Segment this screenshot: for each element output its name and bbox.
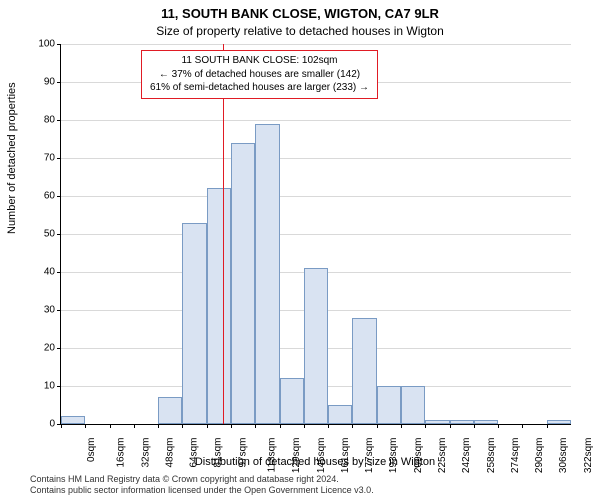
x-tick-mark xyxy=(498,424,499,428)
histogram-bar xyxy=(425,420,449,424)
histogram-bar xyxy=(377,386,401,424)
histogram-bar xyxy=(182,223,206,424)
x-tick-mark xyxy=(134,424,135,428)
y-tick-mark xyxy=(57,44,61,45)
x-tick-mark xyxy=(328,424,329,428)
y-tick-mark xyxy=(57,348,61,349)
y-tick-mark xyxy=(57,120,61,121)
y-tick-label: 0 xyxy=(49,419,55,430)
histogram-bar xyxy=(231,143,255,424)
histogram-bar xyxy=(474,420,498,424)
x-tick-mark xyxy=(425,424,426,428)
info-line-1: 11 SOUTH BANK CLOSE: 102sqm xyxy=(150,54,369,68)
grid-line xyxy=(61,196,571,197)
x-tick-mark xyxy=(255,424,256,428)
title-main: 11, SOUTH BANK CLOSE, WIGTON, CA7 9LR xyxy=(0,6,600,21)
y-axis-label: Number of detached properties xyxy=(6,82,18,234)
histogram-bar xyxy=(61,416,85,424)
x-tick-mark xyxy=(547,424,548,428)
grid-line xyxy=(61,44,571,45)
info-line-2: ← 37% of detached houses are smaller (14… xyxy=(150,68,369,82)
info-box: 11 SOUTH BANK CLOSE: 102sqm ← 37% of det… xyxy=(141,50,378,99)
histogram-bar xyxy=(304,268,328,424)
y-tick-mark xyxy=(57,272,61,273)
grid-line xyxy=(61,158,571,159)
y-tick-mark xyxy=(57,82,61,83)
histogram-bar xyxy=(158,397,182,424)
chart-container: 11, SOUTH BANK CLOSE, WIGTON, CA7 9LR Si… xyxy=(0,0,600,500)
footnote-line-1: Contains HM Land Registry data © Crown c… xyxy=(30,474,374,485)
footnote-line-2: Contains public sector information licen… xyxy=(30,485,374,496)
x-tick-label: 322sqm xyxy=(583,438,594,474)
x-axis-label: Distribution of detached houses by size … xyxy=(60,456,570,468)
histogram-bar xyxy=(401,386,425,424)
y-tick-mark xyxy=(57,158,61,159)
x-tick-mark xyxy=(280,424,281,428)
info-line-3: 61% of semi-detached houses are larger (… xyxy=(150,81,369,95)
reference-line xyxy=(223,44,224,424)
histogram-bar xyxy=(547,420,571,424)
x-tick-mark xyxy=(474,424,475,428)
y-tick-label: 70 xyxy=(44,153,55,164)
x-tick-mark xyxy=(377,424,378,428)
x-tick-mark xyxy=(85,424,86,428)
x-tick-mark xyxy=(182,424,183,428)
x-tick-mark xyxy=(522,424,523,428)
histogram-bar xyxy=(352,318,376,424)
histogram-bar xyxy=(328,405,352,424)
y-tick-label: 20 xyxy=(44,343,55,354)
grid-line xyxy=(61,234,571,235)
plot-area: 11 SOUTH BANK CLOSE: 102sqm ← 37% of det… xyxy=(60,44,571,425)
x-tick-mark xyxy=(61,424,62,428)
histogram-bar xyxy=(280,378,304,424)
y-tick-mark xyxy=(57,310,61,311)
y-tick-mark xyxy=(57,196,61,197)
histogram-bar xyxy=(207,188,231,424)
y-tick-label: 40 xyxy=(44,267,55,278)
y-tick-label: 10 xyxy=(44,381,55,392)
x-tick-mark xyxy=(304,424,305,428)
x-tick-mark xyxy=(158,424,159,428)
x-tick-mark xyxy=(231,424,232,428)
y-tick-label: 100 xyxy=(38,39,55,50)
title-sub: Size of property relative to detached ho… xyxy=(0,24,600,38)
y-tick-label: 60 xyxy=(44,191,55,202)
y-tick-label: 90 xyxy=(44,77,55,88)
y-tick-mark xyxy=(57,386,61,387)
x-tick-mark xyxy=(110,424,111,428)
y-tick-mark xyxy=(57,234,61,235)
grid-line xyxy=(61,120,571,121)
x-tick-mark xyxy=(207,424,208,428)
x-tick-mark xyxy=(352,424,353,428)
histogram-bar xyxy=(255,124,279,424)
footnote: Contains HM Land Registry data © Crown c… xyxy=(30,474,374,496)
histogram-bar xyxy=(450,420,474,424)
y-tick-label: 50 xyxy=(44,229,55,240)
x-tick-mark xyxy=(401,424,402,428)
x-tick-mark xyxy=(450,424,451,428)
y-tick-label: 30 xyxy=(44,305,55,316)
y-tick-label: 80 xyxy=(44,115,55,126)
